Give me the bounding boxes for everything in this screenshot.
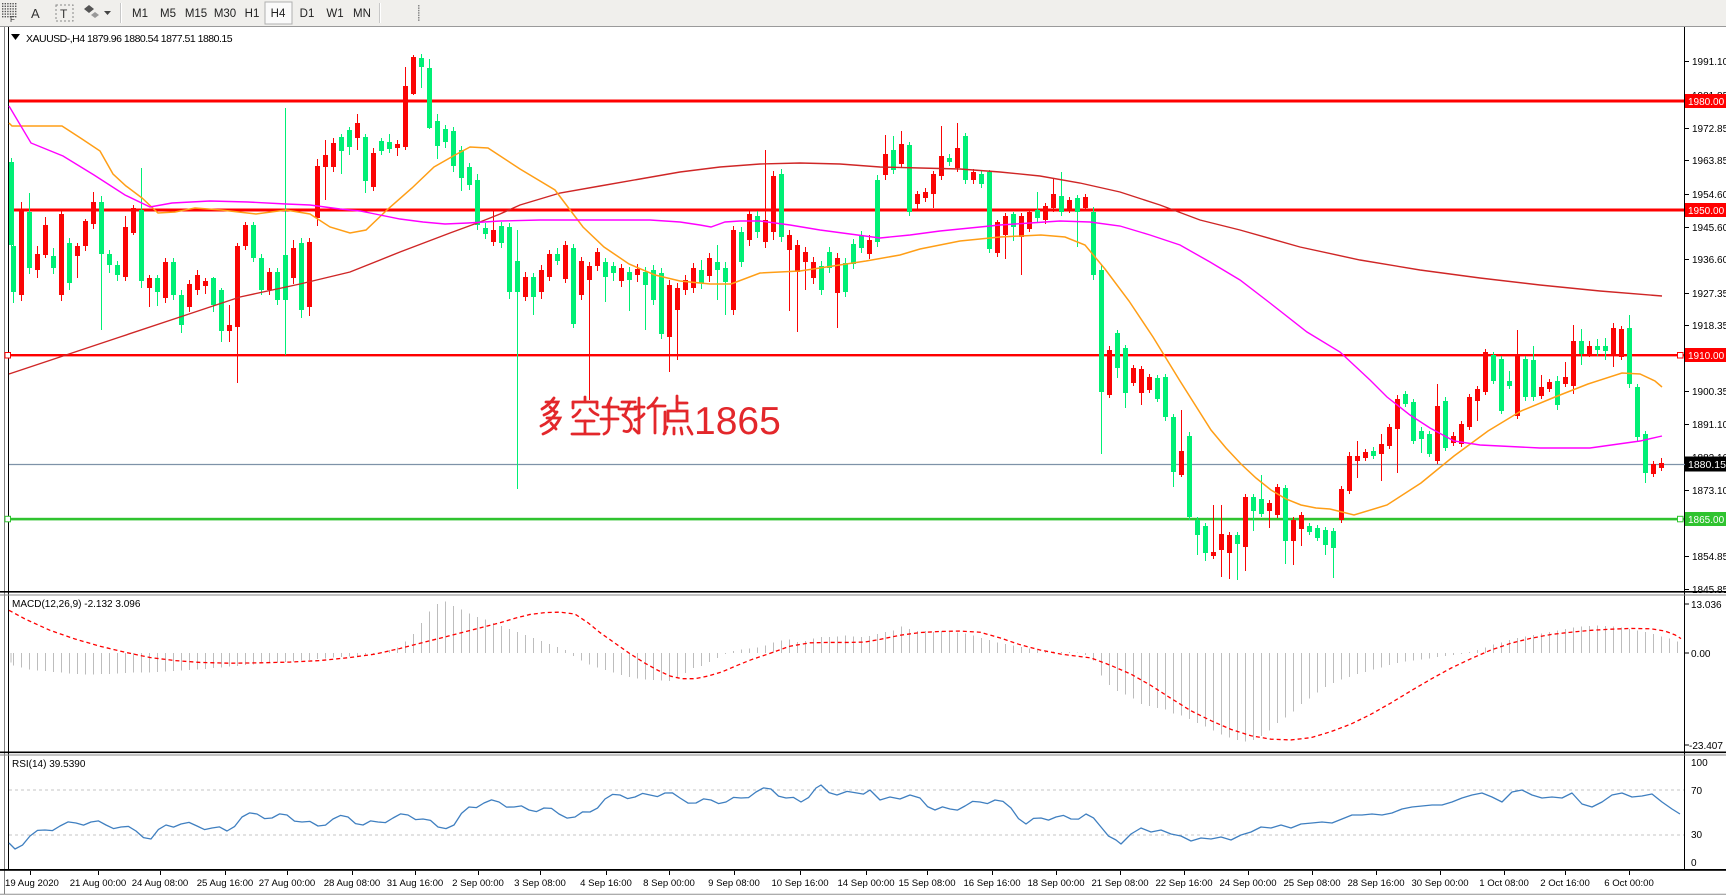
svg-text:M15: M15 [185, 8, 207, 20]
svg-text:22 Sep 16:00: 22 Sep 16:00 [1155, 878, 1212, 889]
svg-text:M1: M1 [132, 8, 148, 20]
svg-text:1963.85: 1963.85 [1692, 156, 1726, 167]
svg-text:1 Oct 08:00: 1 Oct 08:00 [1479, 878, 1529, 889]
svg-text:21 Aug 00:00: 21 Aug 00:00 [70, 878, 127, 889]
svg-text:1873.10: 1873.10 [1692, 486, 1726, 497]
svg-text:MN: MN [353, 8, 371, 20]
svg-text:8 Sep 00:00: 8 Sep 00:00 [643, 878, 695, 889]
svg-text:2 Oct 16:00: 2 Oct 16:00 [1540, 878, 1590, 889]
svg-text:1980.00: 1980.00 [1688, 97, 1725, 108]
svg-text:15 Sep 08:00: 15 Sep 08:00 [898, 878, 955, 889]
svg-text:19 Aug 2020: 19 Aug 2020 [5, 878, 59, 889]
svg-text:21 Sep 08:00: 21 Sep 08:00 [1091, 878, 1148, 889]
svg-text:1950.00: 1950.00 [1688, 206, 1725, 217]
svg-text:0: 0 [1691, 858, 1697, 869]
svg-text:24 Aug 08:00: 24 Aug 08:00 [132, 878, 189, 889]
svg-text:0.00: 0.00 [1691, 649, 1711, 660]
svg-text:6 Oct 00:00: 6 Oct 00:00 [1604, 878, 1654, 889]
svg-text:1972.85: 1972.85 [1692, 124, 1726, 135]
svg-text:1918.35: 1918.35 [1692, 321, 1726, 332]
svg-text:100: 100 [1691, 758, 1708, 769]
svg-text:XAUUSD-,H4 1879.96 1880.54 18: XAUUSD-,H4 1879.96 1880.54 1877.51 1880.… [26, 33, 233, 45]
svg-text:1891.10: 1891.10 [1692, 420, 1726, 431]
svg-text:1936.60: 1936.60 [1692, 255, 1726, 266]
svg-text:W1: W1 [326, 8, 343, 20]
svg-text:27 Aug 00:00: 27 Aug 00:00 [259, 878, 316, 889]
svg-text:T: T [60, 7, 68, 21]
svg-text:25 Aug 16:00: 25 Aug 16:00 [197, 878, 254, 889]
svg-text:H4: H4 [271, 8, 286, 20]
svg-text:1880.15: 1880.15 [1688, 459, 1726, 471]
svg-text:1900.35: 1900.35 [1692, 387, 1726, 398]
svg-text:14 Sep 00:00: 14 Sep 00:00 [837, 878, 894, 889]
svg-text:1845.85: 1845.85 [1692, 585, 1726, 596]
svg-text:31 Aug 16:00: 31 Aug 16:00 [387, 878, 444, 889]
svg-text:16 Sep 16:00: 16 Sep 16:00 [963, 878, 1020, 889]
svg-text:2 Sep 00:00: 2 Sep 00:00 [452, 878, 504, 889]
svg-text:9 Sep 08:00: 9 Sep 08:00 [708, 878, 760, 889]
svg-text:RSI(14) 39.5390: RSI(14) 39.5390 [12, 759, 86, 770]
svg-text:30 Sep 00:00: 30 Sep 00:00 [1411, 878, 1468, 889]
svg-text:M5: M5 [160, 8, 176, 20]
svg-text:1865: 1865 [694, 400, 781, 443]
svg-text:70: 70 [1691, 786, 1703, 797]
svg-text:13.036: 13.036 [1691, 600, 1722, 611]
svg-text:24 Sep 00:00: 24 Sep 00:00 [1219, 878, 1276, 889]
svg-text:M30: M30 [214, 8, 236, 20]
svg-text:1865.00: 1865.00 [1688, 515, 1725, 526]
svg-text:3 Sep 08:00: 3 Sep 08:00 [514, 878, 566, 889]
svg-text:1854.85: 1854.85 [1692, 552, 1726, 563]
svg-text:1910.00: 1910.00 [1688, 351, 1725, 362]
svg-text:28 Aug 08:00: 28 Aug 08:00 [324, 878, 381, 889]
svg-text:1945.60: 1945.60 [1692, 223, 1726, 234]
svg-text:25 Sep 08:00: 25 Sep 08:00 [1283, 878, 1340, 889]
svg-text:1954.60: 1954.60 [1692, 190, 1726, 201]
svg-text:1927.35: 1927.35 [1692, 289, 1726, 300]
svg-text:-23.407: -23.407 [1689, 741, 1723, 752]
svg-text:F: F [10, 15, 15, 24]
svg-text:A: A [31, 6, 40, 21]
svg-text:1991.10: 1991.10 [1692, 57, 1726, 68]
svg-text:D1: D1 [300, 8, 315, 20]
svg-text:4 Sep 16:00: 4 Sep 16:00 [580, 878, 632, 889]
svg-text:18 Sep 00:00: 18 Sep 00:00 [1027, 878, 1084, 889]
svg-text:MACD(12,26,9) -2.132 3.096: MACD(12,26,9) -2.132 3.096 [12, 599, 141, 610]
svg-text:H1: H1 [245, 8, 260, 20]
svg-text:30: 30 [1691, 830, 1703, 841]
svg-text:28 Sep 16:00: 28 Sep 16:00 [1347, 878, 1404, 889]
svg-text:10 Sep 16:00: 10 Sep 16:00 [771, 878, 828, 889]
